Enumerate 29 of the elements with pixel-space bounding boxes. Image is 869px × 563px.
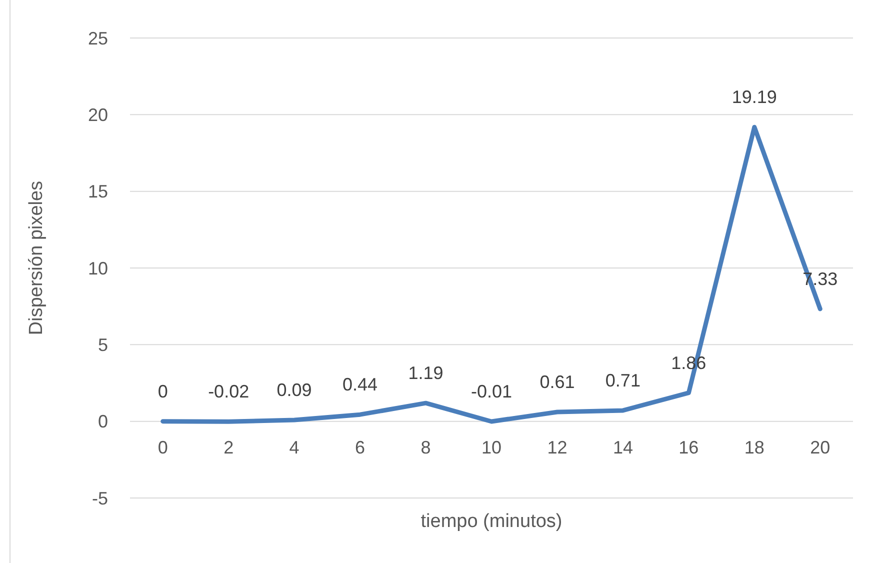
x-tick-label: 2 (224, 437, 234, 458)
data-label: 19.19 (732, 87, 777, 108)
y-tick-label: 25 (88, 28, 108, 48)
data-label: -0.02 (208, 382, 250, 402)
y-tick-label: 10 (88, 258, 108, 278)
x-tick-label: 16 (678, 437, 699, 458)
x-tick-label: 12 (547, 437, 568, 458)
x-tick-label: 6 (355, 437, 366, 458)
y-tick-label: 15 (88, 182, 108, 202)
data-label: 0.44 (342, 374, 378, 395)
data-label: 0.71 (605, 370, 640, 390)
x-tick-label: 10 (481, 437, 502, 458)
data-label: 0 (158, 381, 168, 402)
y-tick-label: 20 (88, 104, 108, 125)
x-tick-label: 4 (289, 437, 300, 458)
x-tick-label: 14 (612, 437, 633, 458)
y-tick-label: -5 (92, 488, 108, 508)
data-label: 0.09 (276, 380, 312, 400)
x-axis-title: tiempo (minutos) (420, 511, 562, 532)
data-label: 0.61 (540, 372, 575, 392)
y-tick-label: 5 (98, 334, 108, 355)
x-tick-label: 18 (744, 437, 764, 458)
y-axis-title: Dispersión pixeles (26, 180, 47, 336)
x-tick-label: 20 (810, 437, 830, 458)
x-tick-label: 0 (158, 437, 168, 458)
y-tick-label: 0 (98, 412, 108, 432)
data-label: -0.01 (470, 381, 512, 402)
data-label: 1.19 (408, 363, 444, 384)
x-tick-label: 8 (420, 437, 431, 458)
